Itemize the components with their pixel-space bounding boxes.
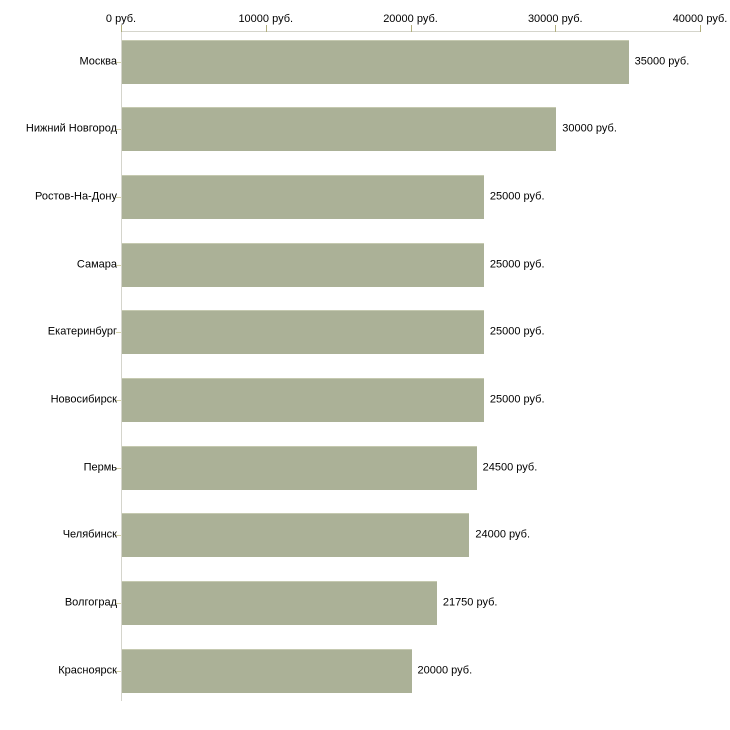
category-label: Пермь (83, 461, 117, 474)
y-axis-tick (116, 62, 121, 63)
bar (122, 378, 484, 422)
bar (122, 445, 477, 490)
category-label: Екатеринбург (47, 325, 117, 338)
x-axis-tick (700, 25, 701, 32)
x-axis-tick-label: 20000 руб. (383, 13, 438, 25)
value-label: 24000 руб. (475, 528, 531, 541)
y-axis-tick (116, 332, 121, 333)
bar (122, 581, 437, 626)
value-label: 25000 руб. (489, 258, 545, 271)
category-label: Ростов-На-Дону (34, 190, 117, 203)
x-axis-tick-label: 10000 руб. (238, 13, 294, 25)
value-label: 30000 руб. (562, 122, 617, 135)
value-label: 24500 руб. (482, 461, 538, 474)
value-label: 25000 руб. (489, 190, 545, 203)
bar (122, 242, 484, 287)
category-label: Красноярск (58, 664, 117, 677)
y-axis-tick (116, 603, 121, 604)
x-axis-tick-label: 0 руб. (105, 13, 137, 25)
value-label: 21750 руб. (442, 596, 498, 609)
y-axis-tick (116, 400, 121, 401)
value-label: 25000 руб. (489, 325, 545, 338)
bar (122, 39, 629, 84)
bar (122, 107, 557, 152)
bar (122, 174, 484, 219)
value-label: 35000 руб. (634, 55, 690, 67)
x-axis-tick (410, 25, 412, 32)
category-label: Новосибирск (50, 393, 117, 406)
y-axis-tick (116, 468, 121, 469)
y-axis-line (121, 31, 122, 701)
value-label: 20000 руб. (417, 664, 473, 677)
category-label: Нижний Новгород (25, 122, 117, 135)
x-axis-tick (121, 25, 122, 32)
category-label: Челябинск (62, 528, 117, 541)
x-axis-tick (265, 25, 267, 32)
y-axis-tick (116, 129, 121, 130)
y-axis-tick (116, 535, 121, 536)
y-axis-tick (116, 671, 121, 672)
bar (122, 310, 484, 355)
category-label: Москва (79, 55, 117, 67)
bar (122, 513, 470, 558)
y-axis-tick (116, 265, 121, 266)
x-axis-tick-label: 40000 руб. (672, 13, 728, 25)
x-axis-tick (555, 25, 557, 32)
y-axis-tick (116, 197, 121, 198)
value-label: 25000 руб. (489, 393, 545, 406)
category-label: Самара (76, 258, 117, 271)
category-label: Волгоград (64, 596, 117, 609)
x-axis-tick-label: 30000 руб. (527, 13, 583, 25)
bar (122, 648, 412, 693)
